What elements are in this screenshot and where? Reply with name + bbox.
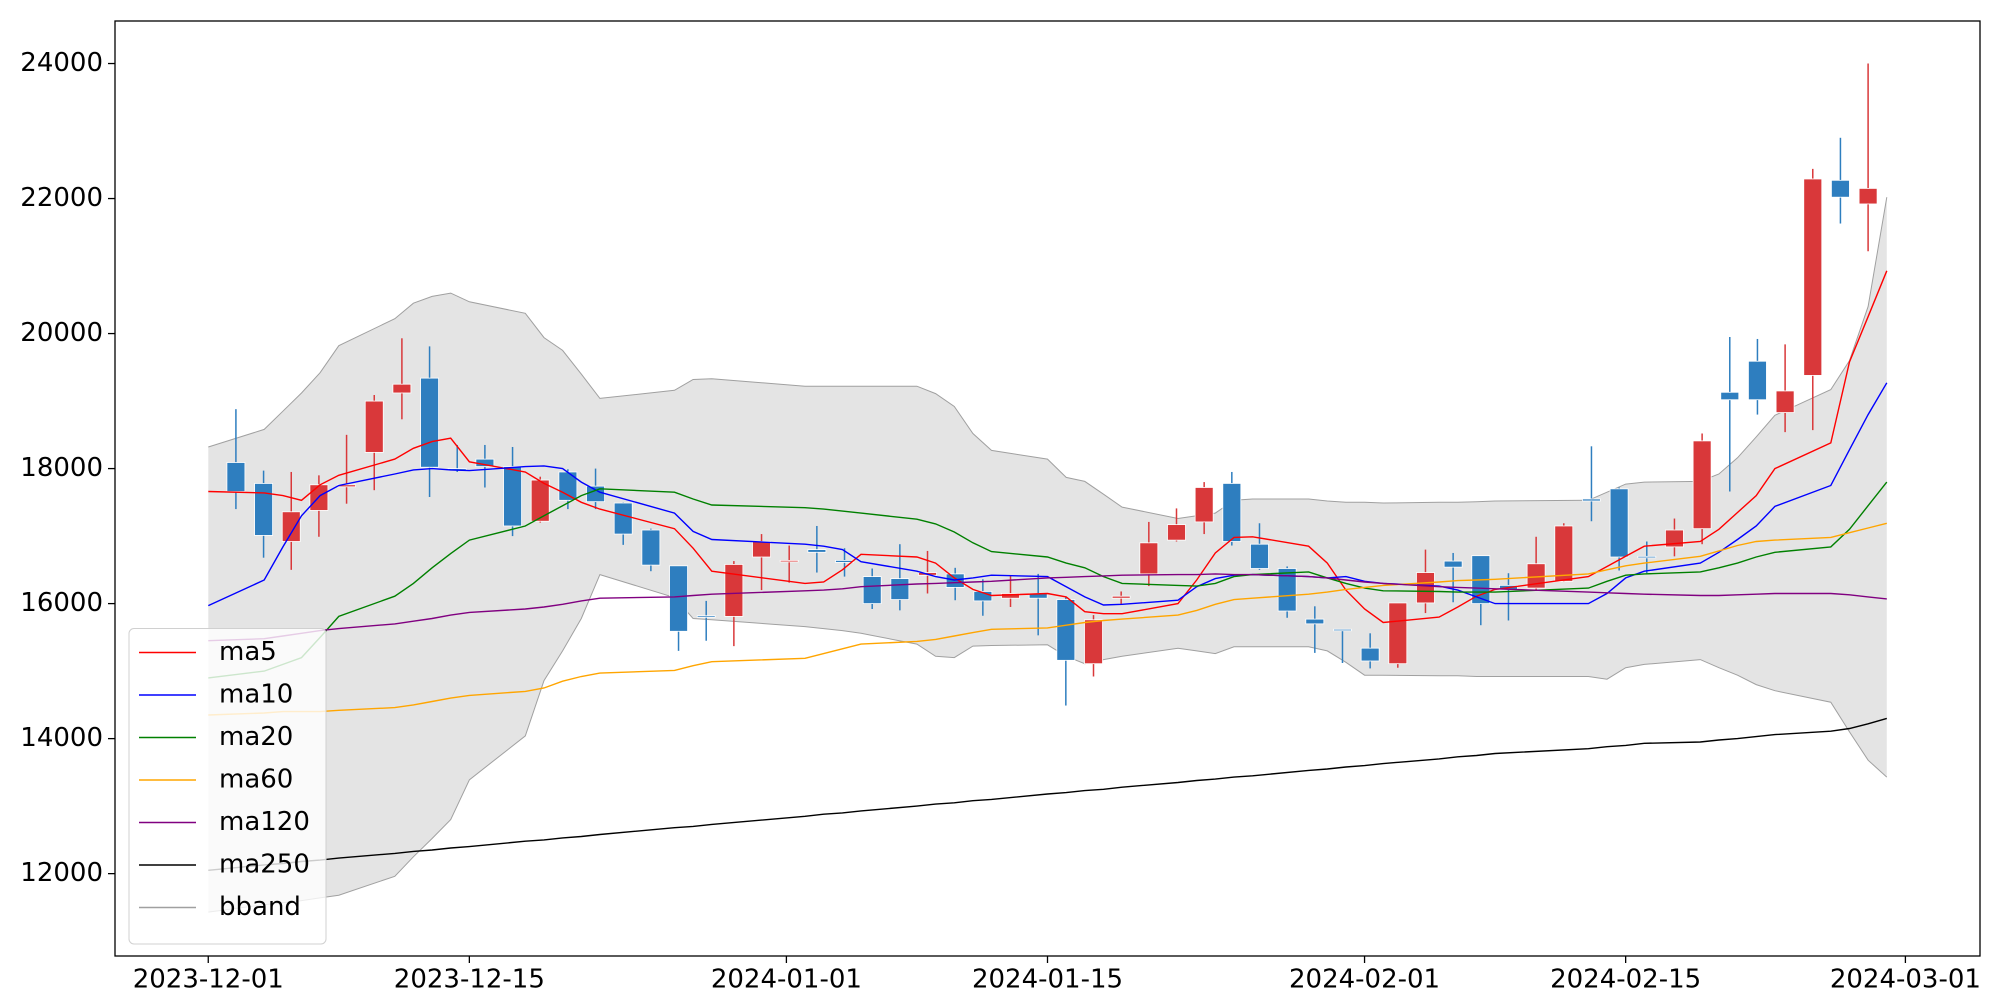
- ma-line: [208, 481, 1888, 679]
- candle-body: [641, 529, 661, 566]
- candle-body: [254, 483, 273, 536]
- candle-body: [752, 541, 771, 558]
- candle-body: [724, 564, 744, 617]
- candle-body: [779, 559, 799, 563]
- x-tick-label: 2023-12-01: [133, 965, 284, 995]
- legend-label: ma10: [219, 680, 293, 710]
- legend-label: ma250: [219, 850, 310, 880]
- candle-body: [1554, 525, 1574, 582]
- y-tick-label: 16000: [20, 588, 103, 618]
- legend-label: ma20: [219, 722, 293, 752]
- y-tick-label: 20000: [20, 318, 103, 348]
- band-upper: [208, 197, 1888, 520]
- y-tick-label: 18000: [20, 453, 103, 483]
- candle-body: [1360, 647, 1380, 662]
- candle-body: [1803, 178, 1823, 376]
- candle-body: [1056, 599, 1076, 661]
- candle-body: [503, 466, 522, 527]
- candle-body: [1443, 560, 1463, 568]
- candle-body: [890, 578, 910, 600]
- candle-body: [1720, 391, 1740, 401]
- candle-body: [807, 549, 827, 553]
- x-tick-label: 2023-12-15: [394, 965, 545, 995]
- ma-line: [208, 270, 1888, 624]
- candle-body: [669, 565, 688, 632]
- candle-body: [1692, 440, 1712, 530]
- candle-body: [1775, 390, 1795, 413]
- candle-body: [1084, 619, 1103, 665]
- candle-body: [364, 400, 384, 453]
- candle-body: [696, 615, 716, 618]
- candle-body: [530, 479, 550, 522]
- candle-body: [1333, 628, 1352, 632]
- candle-body: [1388, 602, 1408, 665]
- candle-body: [1167, 524, 1186, 541]
- candle-body: [1139, 542, 1159, 575]
- candle-body: [1250, 543, 1269, 569]
- candle-body: [392, 383, 412, 394]
- band-lower: [208, 573, 1888, 913]
- candle-body: [1111, 595, 1131, 599]
- candle-body: [1858, 188, 1878, 205]
- candle-body: [945, 573, 965, 588]
- y-tick-label: 14000: [20, 723, 103, 753]
- band-fill: [208, 197, 1887, 913]
- candle-body: [226, 462, 246, 492]
- candle-body: [1609, 488, 1629, 558]
- candle-body: [1748, 360, 1767, 401]
- candle-body: [1194, 487, 1214, 523]
- x-tick-label: 2024-02-15: [1550, 965, 1701, 995]
- candle-body: [1637, 555, 1657, 559]
- candle-body: [862, 576, 882, 605]
- candle-body: [1277, 568, 1297, 612]
- legend: ma5 ma10 ma20 ma60 ma120 ma250 bband: [128, 628, 327, 945]
- x-tick-label: 2024-01-01: [711, 965, 862, 995]
- candle-body: [1831, 179, 1850, 198]
- legend-label: ma60: [219, 765, 293, 795]
- candle-body: [1305, 618, 1325, 625]
- x-tick-label: 2024-03-01: [1830, 965, 1981, 995]
- legend-label: bband: [219, 892, 301, 922]
- ma-line: [208, 573, 1887, 642]
- x-tick-label: 2024-02-01: [1289, 965, 1440, 995]
- legend-label: ma120: [219, 807, 310, 837]
- legend-label: ma5: [219, 637, 277, 667]
- candle-body: [1222, 483, 1242, 542]
- candle-body: [420, 377, 439, 468]
- plot-area: [208, 63, 1888, 913]
- candle-body: [1582, 498, 1601, 502]
- candle-body: [613, 502, 633, 535]
- y-tick-label: 22000: [20, 183, 103, 213]
- y-tick-label: 12000: [20, 858, 103, 888]
- x-tick-label: 2024-01-15: [972, 965, 1123, 995]
- candle-body: [281, 511, 301, 542]
- ma-line: [208, 522, 1887, 716]
- ma-line: [208, 382, 1888, 607]
- y-tick-label: 24000: [20, 48, 103, 78]
- ma-line: [208, 717, 1887, 871]
- candle-body: [1416, 572, 1435, 604]
